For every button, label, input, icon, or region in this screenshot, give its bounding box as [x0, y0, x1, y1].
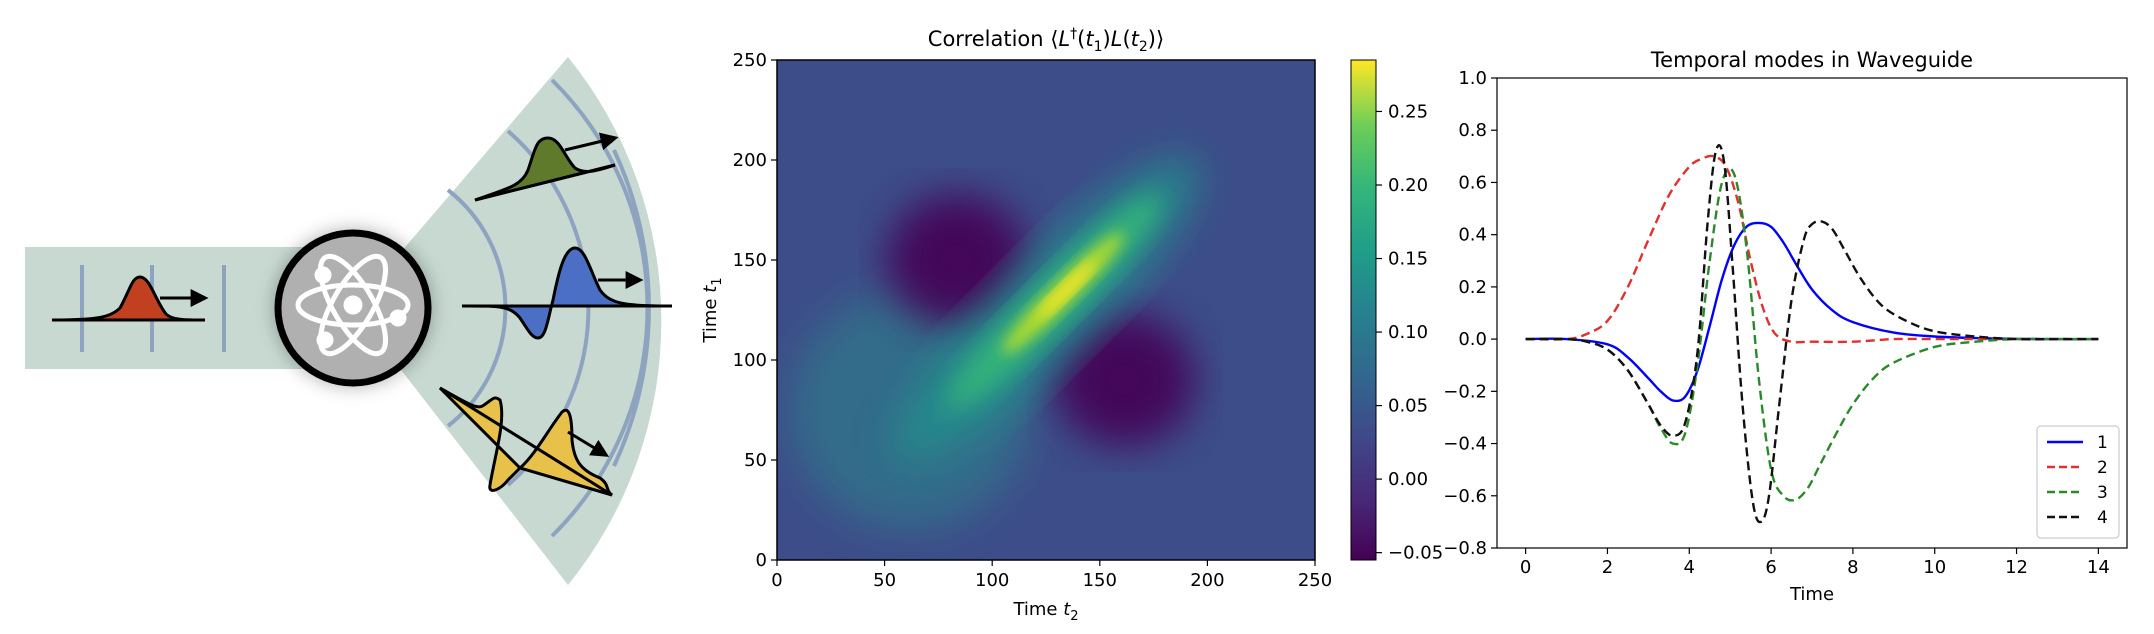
linechart-ytick-label: −0.8	[1443, 538, 1487, 559]
series-line-1	[1525, 221, 2099, 403]
linechart-ytick-label: 1.0	[1458, 68, 1487, 89]
heatmap-xtick-label: 250	[1298, 570, 1332, 591]
series-line-2	[1525, 154, 2099, 344]
legend-label-3: 3	[2097, 483, 2108, 503]
legend-label-2: 2	[2097, 458, 2108, 478]
heatmap-ytick-label: 200	[733, 150, 767, 171]
heatmap-ylabel: Time t1	[700, 277, 725, 343]
colorbar-ticks: −0.05 0.00 0.05 0.10 0.15 0.20 0.25	[1376, 101, 1443, 564]
linechart-ytick-label: 0.0	[1458, 329, 1487, 350]
linechart-xtick-label: 14	[2087, 557, 2110, 578]
colorbar-tick-label: 0.10	[1388, 322, 1428, 343]
heatmap-y-ticks: 0 50 100 150 200 250	[733, 50, 777, 571]
colorbar-tick-label: 0.05	[1388, 396, 1428, 417]
colorbar	[1350, 59, 1377, 561]
linechart-series	[1525, 144, 2099, 524]
linechart-xtick-label: 12	[2005, 557, 2028, 578]
correlation-heatmap: Correlation ⟨L†(t1)L(t2)⟩ 0 50 100 150 200 25…	[700, 26, 1443, 624]
heatmap-xtick-label: 50	[873, 570, 896, 591]
emitted-pulse-yellow	[438, 386, 613, 497]
series-line-3	[1525, 167, 2099, 502]
negative-lobe-upper-left	[887, 194, 1027, 326]
legend-label-1: 1	[2097, 433, 2108, 453]
linechart-ytick-label: 0.6	[1458, 172, 1487, 193]
heatmap-xtick-label: 150	[1083, 570, 1117, 591]
output-waveguide-fan	[353, 57, 662, 585]
emitter	[265, 220, 441, 396]
heatmap-xtick-label: 0	[771, 570, 782, 591]
heatmap-ytick-label: 0	[756, 550, 767, 571]
heatmap-title: Correlation ⟨L†(t1)L(t2)⟩	[928, 26, 1164, 55]
heatmap-x-ticks: 0 50 100 150 200 250	[771, 560, 1332, 591]
colorbar-tick-label: 0.15	[1388, 249, 1428, 270]
colorbar-tick-label: 0.00	[1388, 469, 1428, 490]
linechart-title: Temporal modes in Waveguide	[1650, 48, 1973, 72]
linechart-ytick-label: −0.6	[1443, 486, 1487, 507]
legend: 1 2 3 4	[2036, 425, 2120, 539]
heatmap-ytick-label: 50	[744, 450, 767, 471]
atom-icon	[295, 253, 411, 357]
heatmap-xtick-label: 100	[975, 570, 1009, 591]
linechart-y-ticks: −0.8 −0.6 −0.4 −0.2 0.0 0.2 0.4 0.6 0.8 1.0	[1443, 68, 1497, 559]
linechart-ytick-label: −0.4	[1443, 434, 1487, 455]
heatmap-ytick-label: 150	[733, 250, 767, 271]
linechart-ytick-label: 0.4	[1458, 225, 1487, 246]
negative-lobe-lower-right	[1055, 314, 1195, 446]
temporal-modes-chart: Temporal modes in Waveguide 0 2 4 6 8 10 12 14 …	[1443, 48, 2128, 605]
emitted-pulse-blue	[462, 246, 672, 340]
linechart-xtick-label: 2	[1602, 557, 1613, 578]
heatmap-ytick-label: 250	[733, 50, 767, 71]
linechart-xtick-label: 4	[1684, 557, 1695, 578]
linechart-ytick-label: 0.2	[1458, 277, 1487, 298]
colorbar-tick-label: 0.25	[1388, 101, 1428, 122]
heatmap-xlabel: Time t2	[1012, 599, 1078, 624]
linechart-xtick-label: 6	[1765, 557, 1776, 578]
series-line-4	[1525, 144, 2099, 524]
legend-label-4: 4	[2097, 508, 2108, 528]
heatmap-xtick-label: 200	[1190, 570, 1224, 591]
linechart-ytick-label: −0.2	[1443, 381, 1487, 402]
heatmap-plot-area	[777, 60, 1315, 560]
colorbar-tick-label: −0.05	[1388, 543, 1443, 564]
colorbar-tick-label: 0.20	[1388, 175, 1428, 196]
linechart-xtick-label: 10	[1923, 557, 1946, 578]
linechart-xlabel: Time	[1789, 584, 1834, 605]
emitted-pulse-green	[474, 132, 619, 202]
heatmap-ytick-label: 100	[733, 350, 767, 371]
diagonal-ridge	[893, 157, 1199, 463]
linechart-xtick-label: 8	[1847, 557, 1858, 578]
incoming-pulse	[51, 275, 209, 322]
linechart-ytick-label: 0.8	[1458, 120, 1487, 141]
linechart-xtick-label: 0	[1520, 557, 1531, 578]
emitter-illustration	[25, 57, 672, 585]
linechart-x-ticks: 0 2 4 6 8 10 12 14	[1520, 548, 2110, 578]
